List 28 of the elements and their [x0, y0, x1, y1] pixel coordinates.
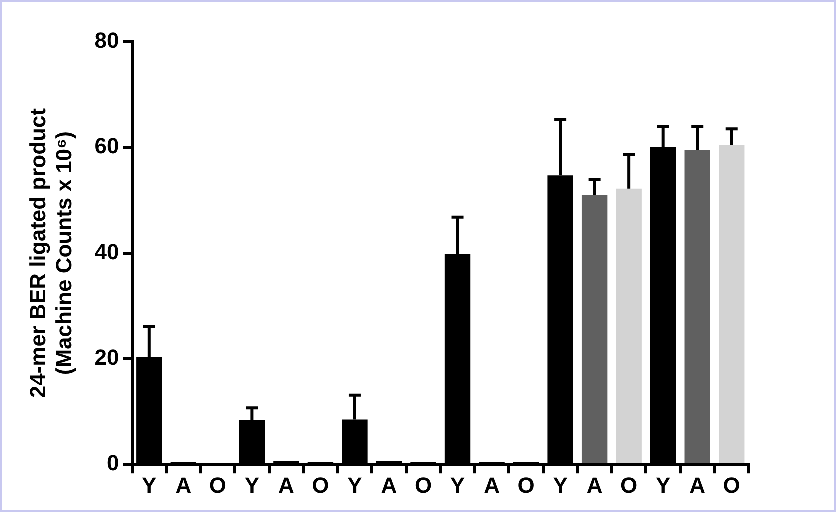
- y-tick-label: 60: [94, 134, 120, 159]
- x-tick-label: Y: [450, 472, 466, 498]
- x-tick-label: O: [723, 472, 740, 498]
- bar: [582, 195, 608, 464]
- y-axis-title: 24-mer BER ligated product (Machine Counts x 10⁶): [25, 108, 77, 398]
- bar: [719, 146, 745, 464]
- y-tick-label: 80: [94, 28, 120, 54]
- x-tick-label: Y: [348, 472, 363, 498]
- x-tick-label: O: [620, 472, 638, 498]
- y-tick-label: 0: [107, 450, 120, 476]
- x-tick-label: O: [518, 472, 535, 498]
- bar: [684, 150, 710, 464]
- y-tick-label: 40: [94, 239, 120, 264]
- x-tick-label: O: [209, 472, 226, 498]
- x-tick-label: O: [312, 472, 330, 498]
- x-tick-label: A: [586, 472, 603, 498]
- x-tick-label: Y: [142, 472, 158, 498]
- x-tick-label: A: [176, 472, 192, 498]
- x-tick-label: A: [690, 472, 706, 498]
- x-tick-label: A: [484, 472, 500, 498]
- x-tick-label: Y: [553, 472, 568, 498]
- y-tick-label: 20: [94, 345, 120, 370]
- x-tick-label: O: [414, 472, 432, 498]
- x-tick-label: Y: [244, 472, 260, 498]
- x-tick-label: Y: [656, 472, 671, 498]
- x-tick-label: A: [381, 472, 398, 498]
- x-tick-label: A: [278, 472, 295, 498]
- bar: [616, 188, 642, 464]
